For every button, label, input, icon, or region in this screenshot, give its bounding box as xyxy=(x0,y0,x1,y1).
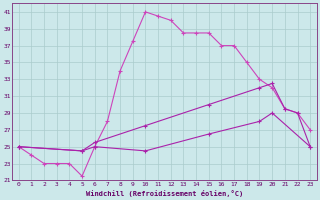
X-axis label: Windchill (Refroidissement éolien,°C): Windchill (Refroidissement éolien,°C) xyxy=(86,190,243,197)
